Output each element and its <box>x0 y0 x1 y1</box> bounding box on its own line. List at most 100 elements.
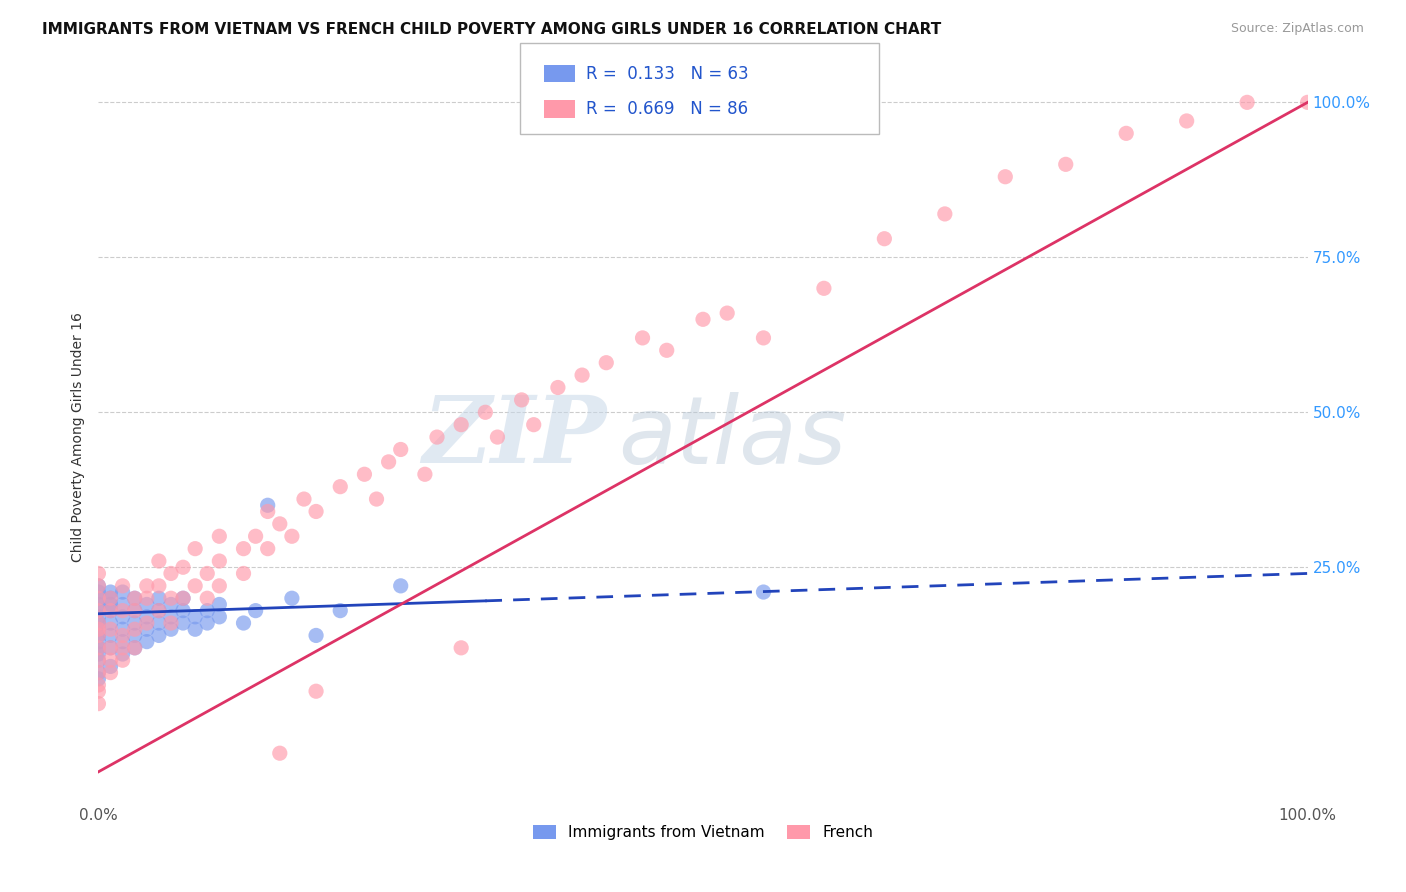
Point <box>389 442 412 457</box>
Point <box>1115 126 1137 140</box>
Point <box>100 640 122 655</box>
Point <box>366 491 388 506</box>
Point <box>232 566 254 581</box>
Point <box>184 610 207 624</box>
Point <box>124 628 146 642</box>
Point <box>305 504 328 518</box>
Text: R =  0.669   N = 86: R = 0.669 N = 86 <box>586 100 748 118</box>
Point <box>523 417 546 432</box>
Point <box>208 529 231 543</box>
Point <box>124 604 146 618</box>
Point <box>87 622 110 636</box>
Point <box>426 430 449 444</box>
Point <box>994 169 1017 184</box>
Point <box>208 598 231 612</box>
Point <box>208 610 231 624</box>
Point <box>305 628 328 642</box>
Point <box>135 634 157 648</box>
Point <box>1054 157 1077 171</box>
Point <box>389 579 412 593</box>
Point <box>172 604 194 618</box>
Point <box>87 610 110 624</box>
Point <box>305 684 328 698</box>
Point <box>87 598 110 612</box>
Point <box>934 207 956 221</box>
Point <box>135 579 157 593</box>
Point <box>245 604 267 618</box>
Point <box>100 604 122 618</box>
Point <box>160 591 183 606</box>
Point <box>195 591 218 606</box>
Point <box>87 665 110 680</box>
Point <box>329 480 352 494</box>
Point <box>87 640 110 655</box>
Point <box>172 591 194 606</box>
Point <box>124 615 146 630</box>
Point <box>1175 114 1198 128</box>
Point <box>135 598 157 612</box>
Point <box>172 560 194 574</box>
Point <box>111 598 134 612</box>
Point <box>124 640 146 655</box>
Point <box>87 566 110 581</box>
Point <box>329 604 352 618</box>
Point <box>87 678 110 692</box>
Point <box>595 356 617 370</box>
Point <box>87 672 110 686</box>
Point <box>474 405 496 419</box>
Point <box>256 504 278 518</box>
Point <box>269 516 291 531</box>
Point <box>631 331 654 345</box>
Point <box>377 455 399 469</box>
Point <box>111 634 134 648</box>
Point <box>100 585 122 599</box>
Point <box>100 598 122 612</box>
Point <box>873 232 896 246</box>
Point <box>148 579 170 593</box>
Point <box>100 591 122 606</box>
Point <box>87 622 110 636</box>
Point <box>124 640 146 655</box>
Point <box>160 598 183 612</box>
Point <box>100 640 122 655</box>
Text: Source: ZipAtlas.com: Source: ZipAtlas.com <box>1230 22 1364 36</box>
Point <box>111 628 134 642</box>
Point <box>87 697 110 711</box>
Point <box>232 541 254 556</box>
Point <box>256 498 278 512</box>
Point <box>100 591 122 606</box>
Point <box>87 615 110 630</box>
Point <box>100 604 122 618</box>
Point <box>1296 95 1319 110</box>
Point <box>148 604 170 618</box>
Point <box>135 622 157 636</box>
Point <box>135 591 157 606</box>
Point <box>486 430 509 444</box>
Point <box>124 591 146 606</box>
Point <box>87 579 110 593</box>
Point <box>353 467 375 482</box>
Text: IMMIGRANTS FROM VIETNAM VS FRENCH CHILD POVERTY AMONG GIRLS UNDER 16 CORRELATION: IMMIGRANTS FROM VIETNAM VS FRENCH CHILD … <box>42 22 942 37</box>
Point <box>87 634 110 648</box>
Point <box>148 591 170 606</box>
Point <box>111 579 134 593</box>
Text: atlas: atlas <box>619 392 846 483</box>
Point <box>111 653 134 667</box>
Point <box>100 615 122 630</box>
Point <box>813 281 835 295</box>
Text: ZIP: ZIP <box>422 392 606 482</box>
Point <box>195 615 218 630</box>
Point <box>160 615 183 630</box>
Point <box>111 640 134 655</box>
Point <box>752 331 775 345</box>
Point <box>87 653 110 667</box>
Point <box>87 640 110 655</box>
Point <box>655 343 678 358</box>
Point <box>184 541 207 556</box>
Point <box>87 579 110 593</box>
Point <box>450 640 472 655</box>
Point <box>281 529 304 543</box>
Point <box>87 628 110 642</box>
Point <box>87 665 110 680</box>
Point <box>135 615 157 630</box>
